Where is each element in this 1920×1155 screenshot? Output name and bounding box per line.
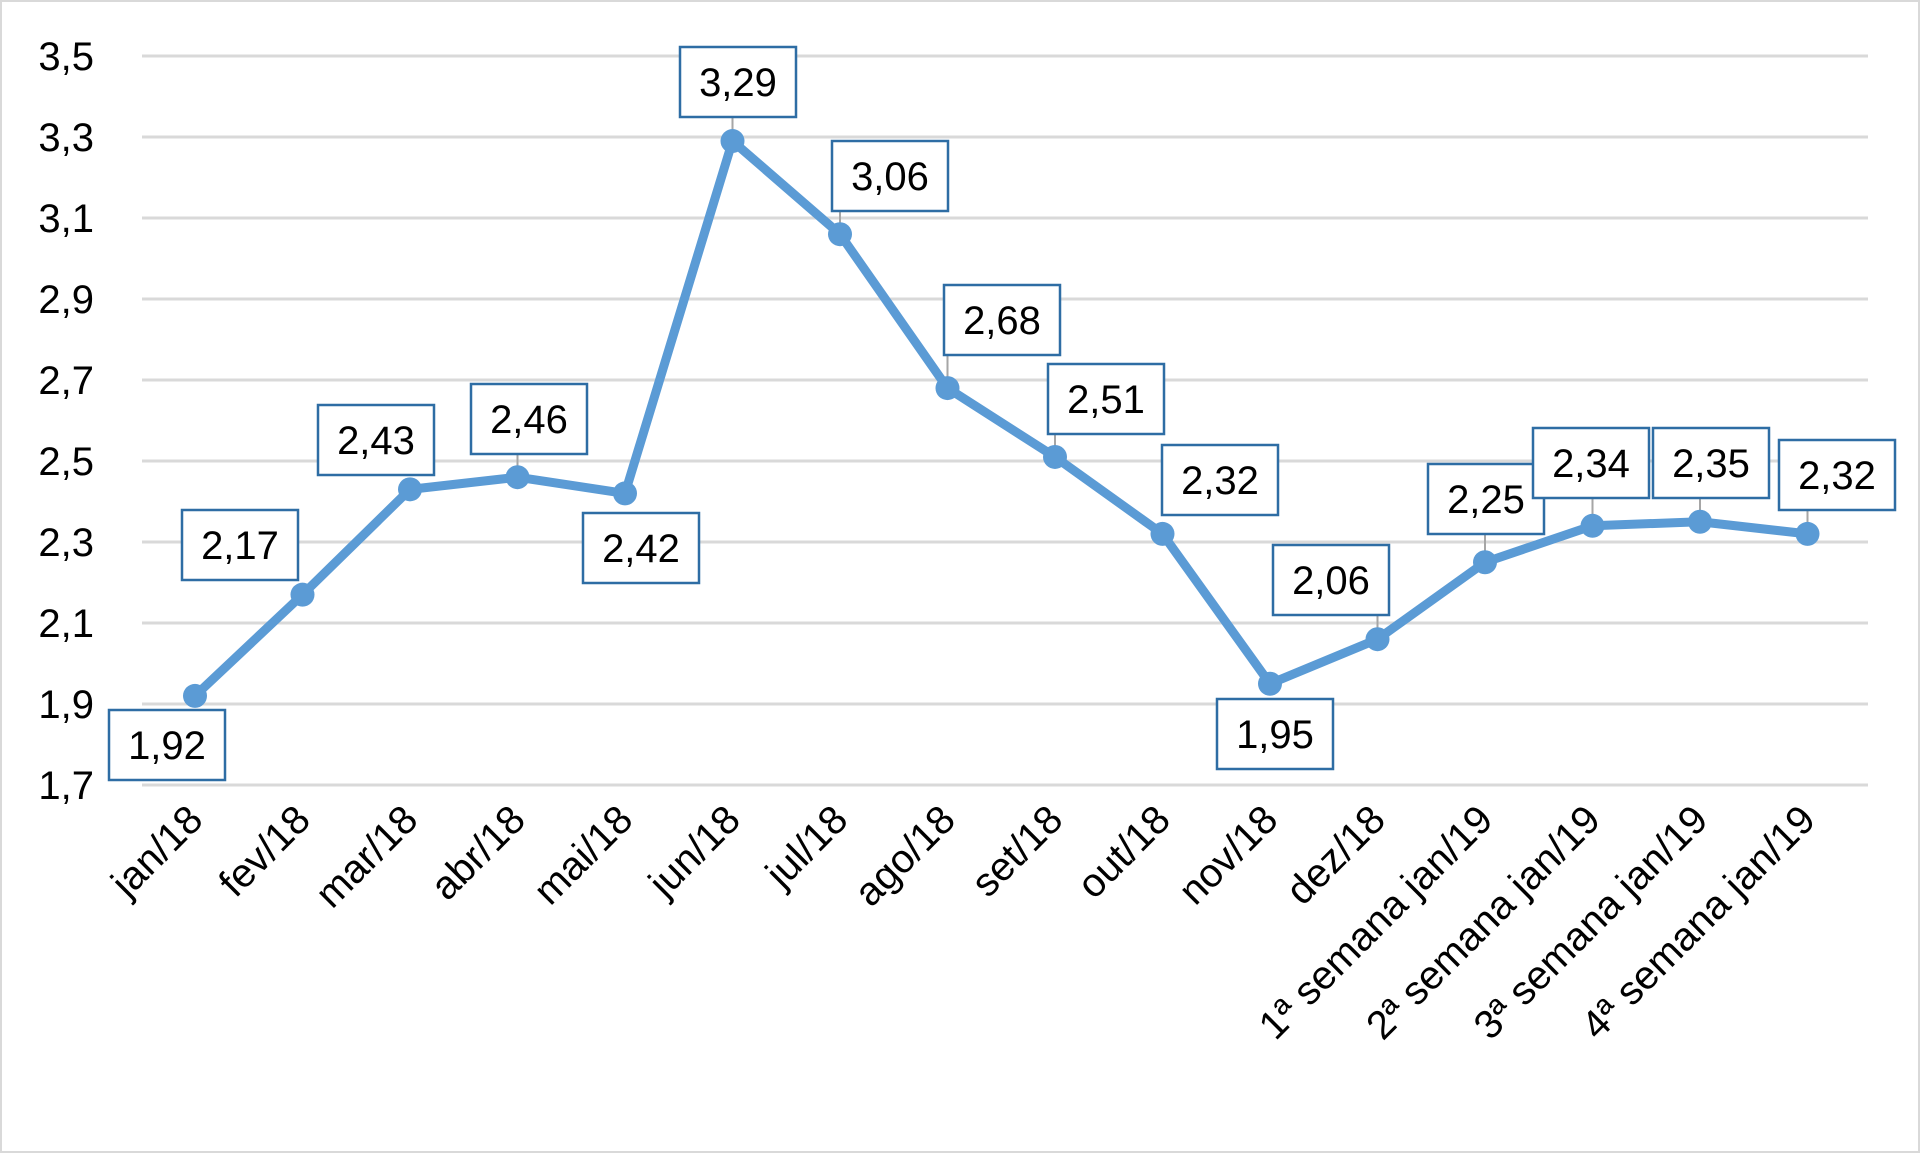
x-tick-label: mar/18 xyxy=(307,797,426,916)
x-tick-label: fev/18 xyxy=(211,797,319,905)
data-label-box xyxy=(581,511,701,585)
data-label-box xyxy=(1426,462,1546,536)
data-label-box xyxy=(1160,443,1280,517)
data-labels: 1,92 2,17 2,43 2,46 2,42 3,29 3,06 2,68 2,51 2,32… xyxy=(107,45,1897,782)
data-point xyxy=(935,376,960,401)
data-label: 2,42 xyxy=(602,527,680,571)
y-tick-label: 3,5 xyxy=(38,35,94,79)
data-point xyxy=(613,481,637,506)
data-label: 1,95 xyxy=(1236,713,1314,757)
series-line-group xyxy=(190,136,1812,701)
data-label-box xyxy=(107,708,227,782)
data-label: 2,06 xyxy=(1292,559,1370,603)
data-label-box xyxy=(1215,697,1335,771)
y-tick-label: 3,1 xyxy=(38,197,94,241)
data-label: 2,32 xyxy=(1798,454,1876,498)
x-tick-label: set/18 xyxy=(963,797,1071,905)
data-label: 3,29 xyxy=(699,61,777,105)
x-tick-label: abr/18 xyxy=(423,797,534,908)
data-point xyxy=(1150,521,1175,546)
data-point xyxy=(398,477,422,502)
data-point xyxy=(505,465,530,490)
y-tick-label: 2,3 xyxy=(38,521,94,565)
series-points xyxy=(183,129,1820,708)
data-point xyxy=(720,129,745,154)
data-label: 2,17 xyxy=(201,524,279,568)
y-axis-ticks: 1,7 1,9 2,1 2,3 2,5 2,7 2,9 3,1 3,3 3,5 xyxy=(38,35,94,808)
data-label: 2,46 xyxy=(490,398,568,442)
data-point xyxy=(183,683,207,708)
data-label-box xyxy=(1777,438,1897,512)
x-tick-label: jun/18 xyxy=(640,797,749,906)
x-tick-label: nov/18 xyxy=(1170,797,1286,913)
data-label-box xyxy=(942,283,1062,357)
y-tick-label: 2,7 xyxy=(38,359,94,403)
data-label-box xyxy=(469,382,589,456)
data-label: 2,51 xyxy=(1067,378,1145,422)
data-label-box xyxy=(316,403,436,477)
data-label-box xyxy=(1046,362,1166,436)
y-tick-label: 1,9 xyxy=(38,683,94,727)
data-label: 2,34 xyxy=(1552,442,1630,486)
data-label: 2,43 xyxy=(337,419,415,463)
y-tick-label: 3,3 xyxy=(38,116,94,160)
data-label-box xyxy=(180,508,300,582)
data-label: 2,25 xyxy=(1447,478,1525,522)
y-tick-label: 2,1 xyxy=(38,602,94,646)
data-label-box xyxy=(1271,543,1391,617)
series-line xyxy=(190,136,1812,701)
data-label: 2,32 xyxy=(1181,459,1259,503)
data-label-box xyxy=(830,139,950,213)
y-tick-label: 1,7 xyxy=(38,764,94,808)
y-tick-label: 2,5 xyxy=(38,440,94,484)
x-tick-label: jan/18 xyxy=(102,797,211,906)
data-point xyxy=(290,582,315,607)
data-label: 1,92 xyxy=(128,724,206,768)
x-tick-label: out/18 xyxy=(1069,797,1179,907)
data-point xyxy=(1365,627,1390,652)
data-point xyxy=(1688,509,1712,534)
x-tick-label: ago/18 xyxy=(846,797,964,915)
gridlines xyxy=(142,54,1868,787)
data-label-box xyxy=(678,45,798,119)
data-point xyxy=(1258,671,1282,696)
y-tick-label: 2,9 xyxy=(38,278,94,322)
data-label: 2,35 xyxy=(1672,442,1750,486)
data-label: 2,68 xyxy=(963,299,1041,343)
data-point xyxy=(1473,550,1497,575)
x-tick-label: mai/18 xyxy=(525,797,641,913)
data-point xyxy=(1580,513,1605,538)
data-label: 3,06 xyxy=(851,155,929,199)
x-tick-label: jul/18 xyxy=(757,797,856,896)
data-point xyxy=(1043,444,1067,469)
data-label-box xyxy=(1651,426,1771,500)
data-label-box xyxy=(1531,426,1651,500)
data-point xyxy=(1795,521,1820,546)
data-point xyxy=(828,222,852,247)
